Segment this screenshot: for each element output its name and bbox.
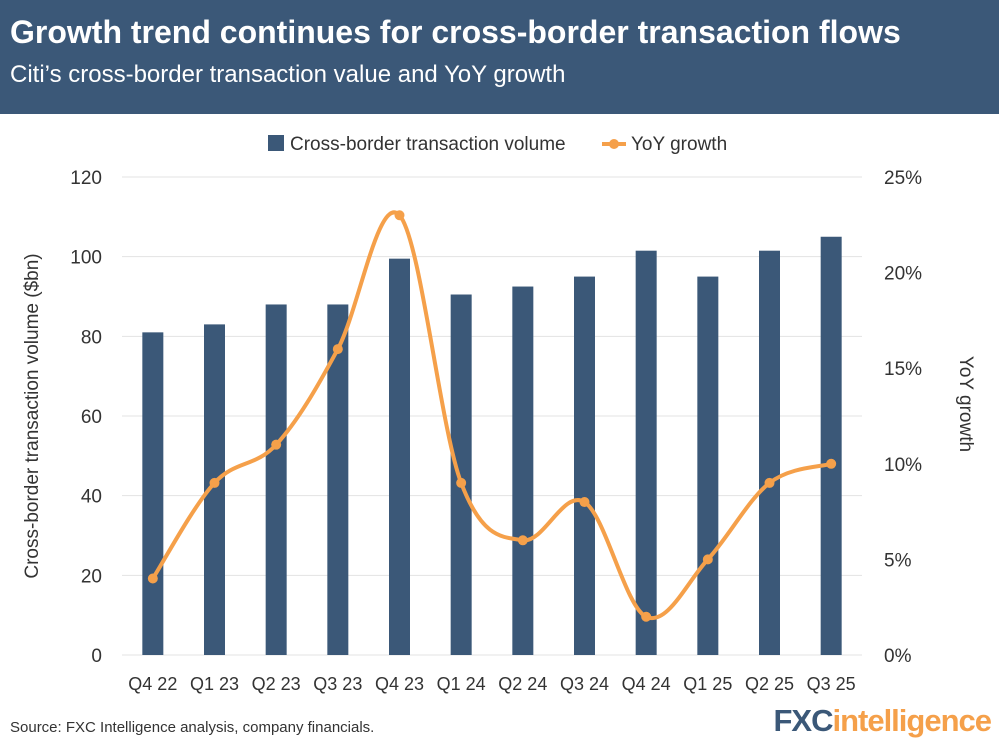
yoy-growth-line	[150, 210, 834, 621]
x-tick-label: Q4 22	[128, 674, 177, 694]
y-tick-label: 80	[81, 327, 102, 348]
chart-subtitle: Citi’s cross-border transaction value an…	[10, 61, 566, 88]
header: Growth trend continues for cross-border …	[0, 0, 999, 114]
y-tick-label: 0	[91, 646, 102, 667]
x-tick-label: Q1 25	[683, 674, 732, 694]
y2-tick-label: 25%	[884, 168, 922, 189]
yoy-growth-point	[394, 210, 405, 221]
y2-tick-label: 5%	[884, 550, 912, 571]
legend-swatch-point	[609, 139, 619, 149]
chart-title: Growth trend continues for cross-border …	[10, 14, 901, 50]
y-tick-label: 60	[81, 407, 102, 428]
bar	[759, 250, 780, 656]
legend: Cross-border transaction volume YoY growt…	[268, 134, 727, 155]
y-tick-label: 40	[81, 487, 102, 508]
bar	[697, 276, 719, 655]
x-tick-label: Q3 23	[313, 674, 362, 694]
y2-tick-label: 20%	[884, 264, 922, 285]
x-tick-label: Q2 24	[498, 674, 547, 694]
bar	[635, 250, 657, 656]
x-tick-label: Q3 25	[807, 674, 856, 694]
yoy-growth-point	[702, 554, 713, 565]
y2-tick-label: 0%	[884, 646, 912, 667]
yoy-growth-point	[764, 477, 775, 488]
legend-swatch-bar	[268, 135, 284, 151]
y2-tick-label: 10%	[884, 455, 922, 476]
y-tick-label: 120	[70, 168, 102, 189]
x-tick-label: Q3 24	[560, 674, 609, 694]
yoy-growth-point	[209, 477, 220, 488]
bar	[512, 286, 534, 655]
bar	[450, 294, 472, 655]
yoy-growth-point	[826, 458, 837, 469]
bar	[327, 304, 349, 655]
x-tick-label: Q4 23	[375, 674, 424, 694]
yoy-growth-point	[456, 477, 467, 488]
source-note: Source: FXC Intelligence analysis, compa…	[10, 719, 375, 736]
bar	[204, 324, 225, 655]
yoy-growth-point	[641, 611, 652, 622]
y2-axis-title: YoY growth	[955, 356, 976, 452]
x-tick-label: Q4 24	[622, 674, 671, 694]
legend-label-growth: YoY growth	[631, 134, 727, 155]
yoy-growth-point	[517, 535, 528, 546]
y-tick-label: 100	[70, 248, 102, 269]
bar	[574, 276, 595, 655]
yoy-growth-point	[332, 344, 343, 355]
y-axis-title: Cross-border transaction volume ($bn)	[22, 253, 43, 578]
bar	[389, 258, 410, 655]
bar	[265, 304, 287, 655]
yoy-growth-point	[271, 439, 282, 450]
chart: 0 20 40 60 80 100 120 0% 5% 10% 15% 20% 25% Q4 22 Q1 2…	[22, 134, 976, 694]
yoy-growth-point	[147, 573, 158, 584]
x-tick-label: Q1 23	[190, 674, 239, 694]
bar	[142, 332, 164, 655]
y-tick-label: 20	[81, 566, 102, 587]
x-tick-label: Q1 24	[437, 674, 486, 694]
fxc-logo: FXCintelligence	[773, 703, 992, 738]
y2-tick-label: 15%	[884, 359, 922, 380]
x-tick-label: Q2 25	[745, 674, 794, 694]
x-tick-label: Q2 23	[252, 674, 301, 694]
yoy-growth-point	[579, 497, 590, 508]
bar	[820, 236, 842, 655]
legend-label-volume: Cross-border transaction volume	[290, 134, 566, 155]
